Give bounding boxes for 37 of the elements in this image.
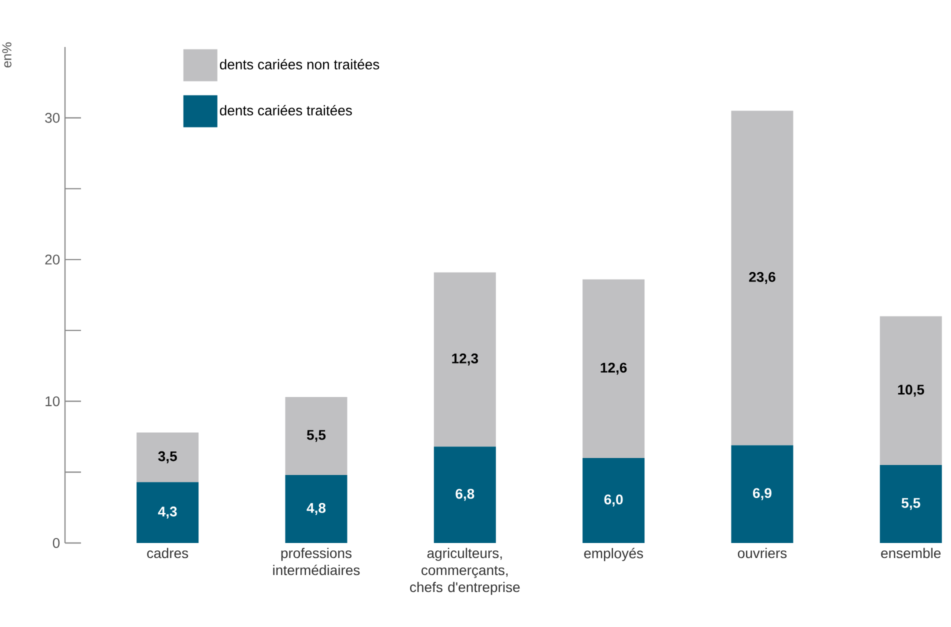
bar bbox=[285, 397, 348, 475]
data-label: 12,6 bbox=[600, 362, 627, 375]
x-tick-label: agriculteurs, commerçants, chefs d'entreprise bbox=[410, 548, 520, 595]
x-tick-label: employés bbox=[584, 548, 644, 562]
y-tick-label: 0 bbox=[52, 538, 60, 548]
legend-label: dents cariées non traitées bbox=[220, 58, 380, 70]
bar bbox=[582, 458, 645, 543]
data-label: 6,8 bbox=[456, 488, 474, 501]
y-tick-label: 20 bbox=[45, 254, 60, 265]
data-label: 4,8 bbox=[306, 503, 326, 515]
data-label: 6,0 bbox=[604, 494, 623, 506]
bar bbox=[731, 445, 794, 543]
y-axis-title: en% bbox=[2, 42, 12, 68]
bar bbox=[880, 465, 942, 543]
bar bbox=[880, 316, 942, 466]
x-tick-label: ensemble bbox=[881, 548, 941, 558]
data-label: 5,5 bbox=[306, 430, 326, 442]
legend-label: dents cariées traitées bbox=[220, 104, 352, 116]
bar bbox=[582, 279, 645, 458]
bar bbox=[136, 432, 199, 482]
y-tick-label: 30 bbox=[45, 112, 60, 123]
data-label: 5,5 bbox=[902, 498, 920, 510]
data-label: 3,5 bbox=[158, 451, 177, 464]
data-label: 4,3 bbox=[158, 506, 177, 519]
data-label: 23,6 bbox=[749, 272, 776, 284]
bar bbox=[285, 474, 348, 543]
bar bbox=[434, 446, 496, 543]
data-label: 10,5 bbox=[898, 384, 924, 397]
bar bbox=[731, 110, 794, 446]
data-label: 6,9 bbox=[753, 488, 772, 500]
x-tick-label: professions intermédiaires bbox=[273, 548, 360, 576]
bar bbox=[136, 482, 199, 543]
y-tick-label: 10 bbox=[46, 396, 60, 406]
x-tick-label: ouvriers bbox=[738, 548, 787, 558]
x-tick-label: cadres bbox=[147, 548, 188, 558]
data-label: 12,3 bbox=[452, 354, 478, 366]
bar bbox=[434, 272, 496, 447]
